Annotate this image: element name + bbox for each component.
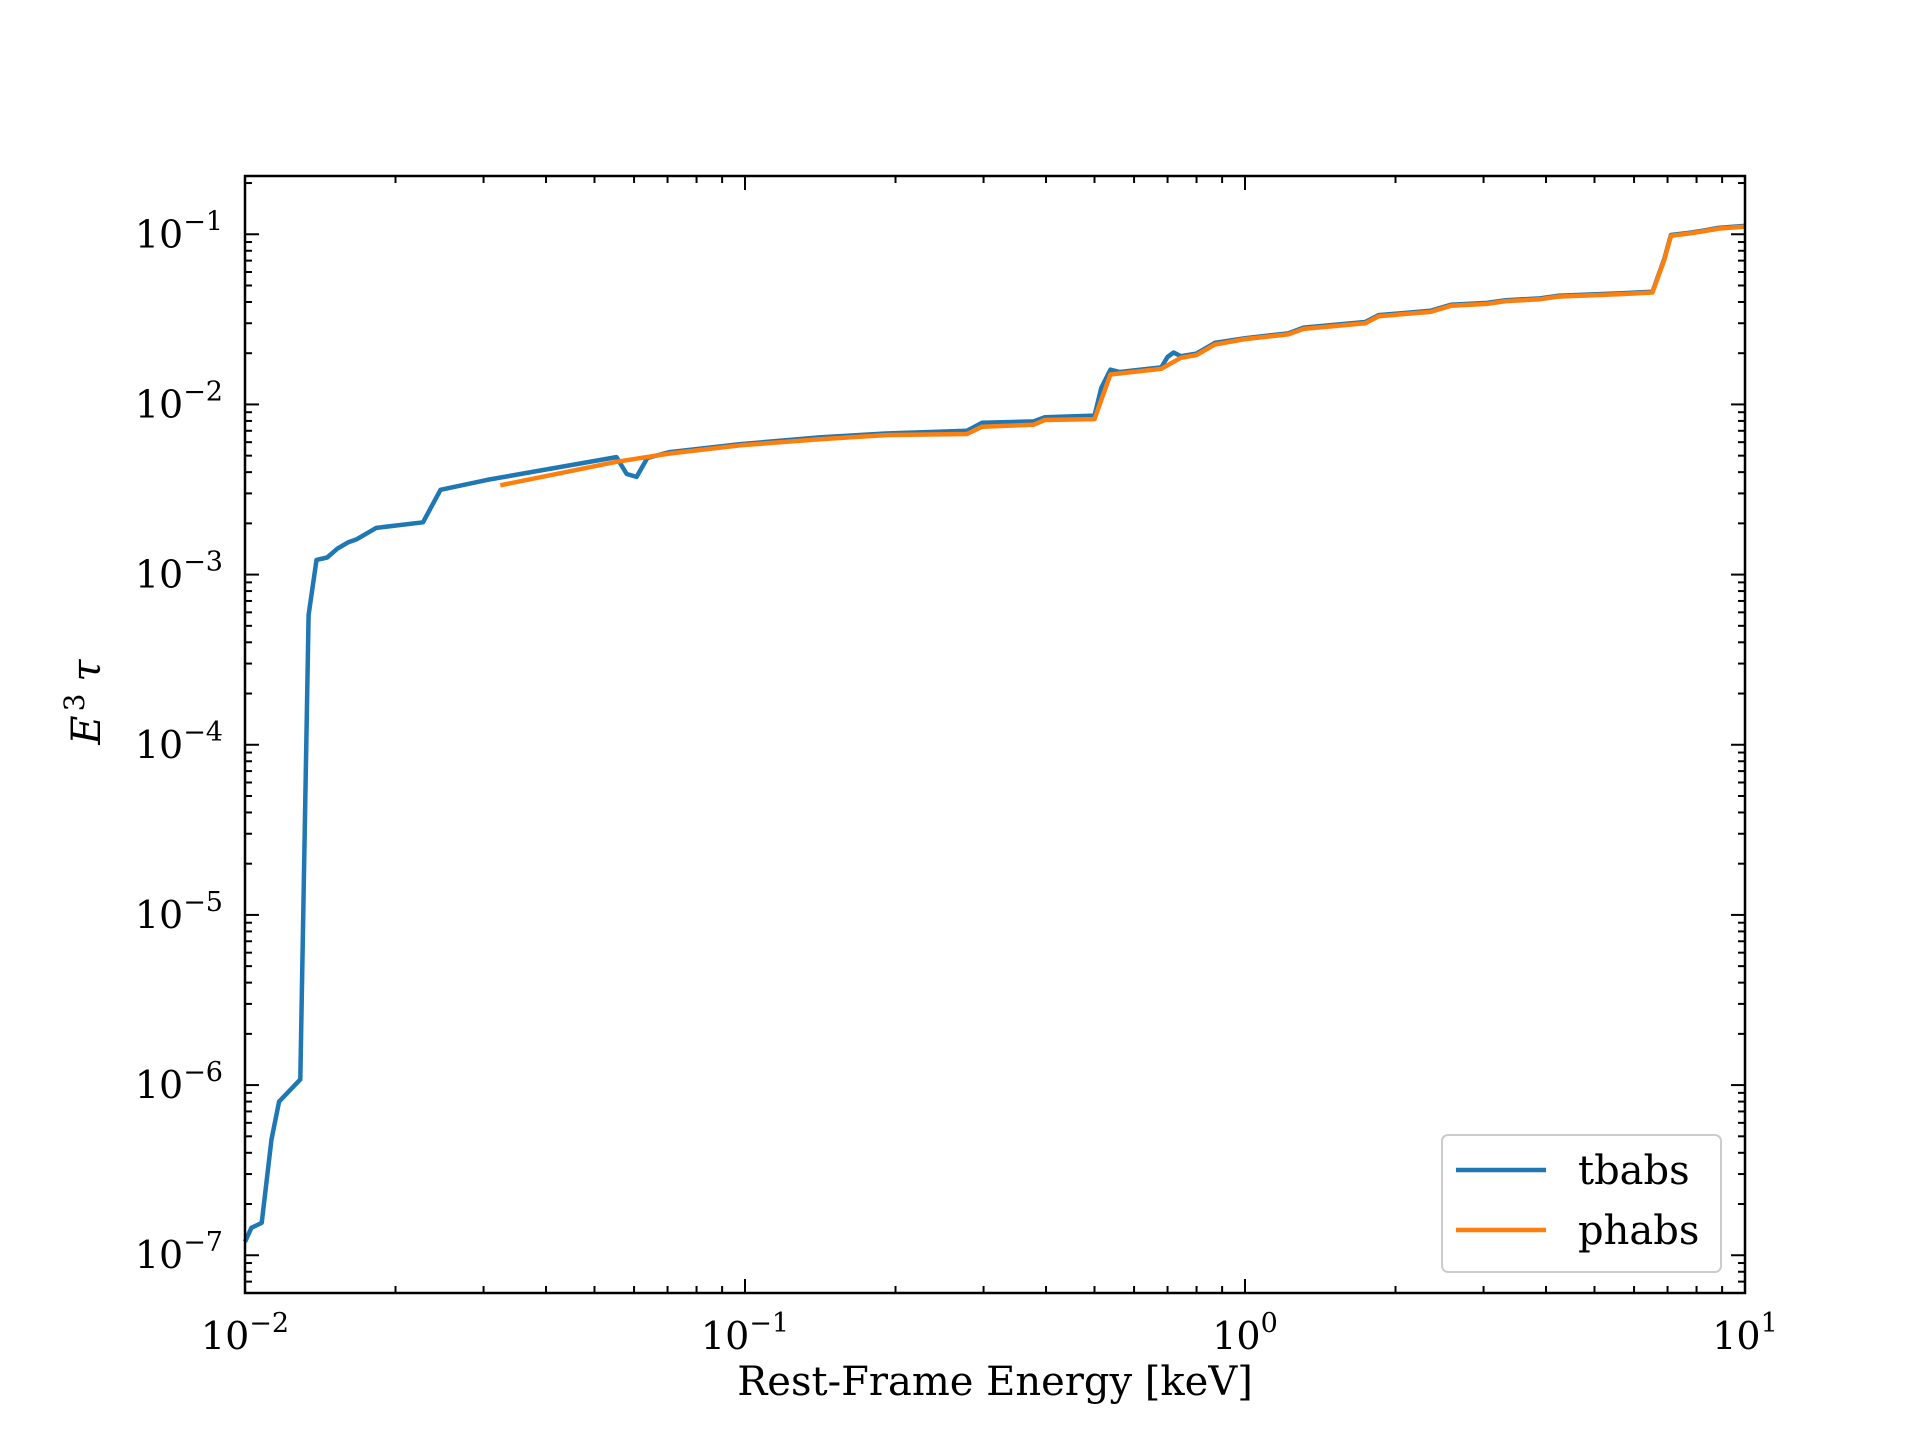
x-tick-label: 10−2 [201, 1308, 289, 1358]
plot-frame [243, 174, 1747, 1295]
y-axis-title-exp: 3 [58, 694, 91, 712]
legend-label-phabs: phabs [1578, 1208, 1699, 1254]
y-axis-title-tau: τ [64, 659, 110, 682]
series-layer [242, 223, 1746, 1243]
y-axis-title-base: E [64, 715, 110, 745]
legend: tbabs phabs [1441, 1134, 1722, 1273]
svg-text:E3τ: E 3 τ [58, 659, 110, 746]
y-axis-title: E 3 τ [58, 659, 110, 746]
y-tick-label: 10−3 [135, 547, 223, 597]
y-tick-label: 10−6 [135, 1057, 223, 1107]
x-tick-label: 101 [1712, 1308, 1778, 1358]
y-tick-label: 10−1 [135, 206, 223, 256]
x-axis-title: Rest-Frame Energy [keV] [737, 1359, 1253, 1405]
x-tick-label: 10−1 [701, 1308, 789, 1358]
y-tick-label: 10−2 [135, 376, 223, 426]
x-tick-label: 100 [1212, 1308, 1278, 1358]
legend-label-tbabs: tbabs [1578, 1148, 1690, 1194]
y-tick-label: 10−7 [135, 1227, 223, 1277]
y-tick-label: 10−4 [135, 717, 223, 767]
plot-area [245, 176, 1745, 1293]
series-line-phabs [499, 224, 1746, 488]
tick-labels: 10−2 10−1 100 101 10−7 10−6 10−5 10−4 10−3 10−2 10… [135, 206, 1778, 1358]
y-tick-label: 10−5 [135, 887, 223, 937]
